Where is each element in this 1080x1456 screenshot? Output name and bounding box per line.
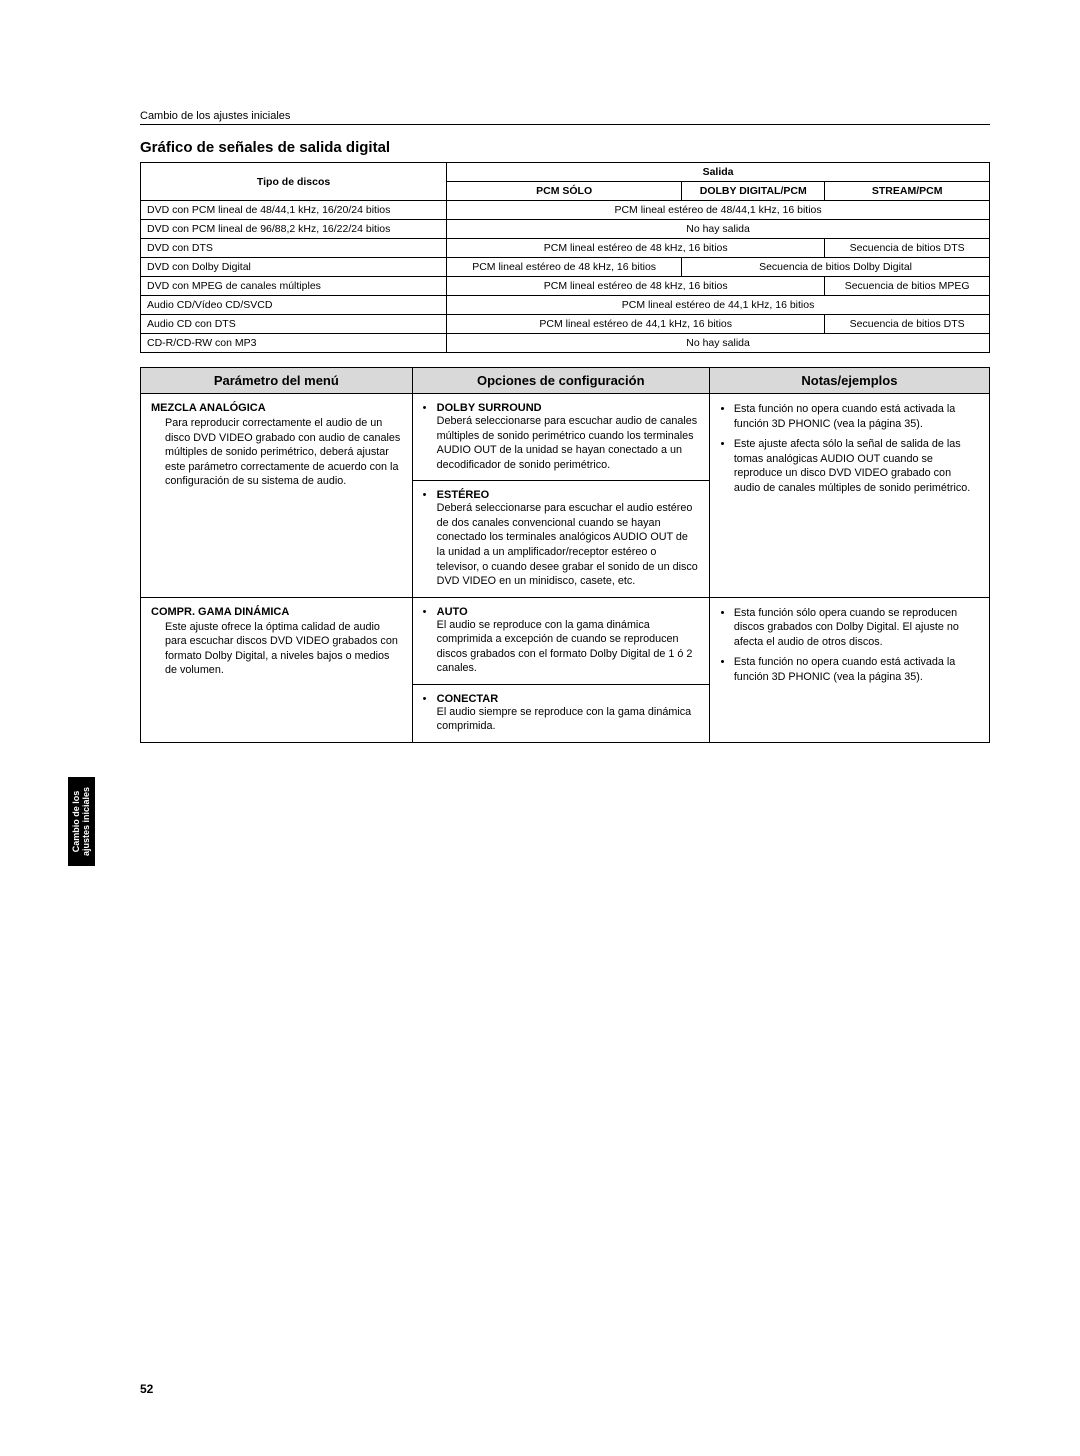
page-number: 52 — [140, 1382, 153, 1396]
col-dolby: DOLBY DIGITAL/PCM — [682, 182, 825, 201]
cell: Audio CD con DTS — [141, 315, 447, 334]
cell-notes: Esta función no opera cuando está activa… — [709, 394, 989, 598]
cell: PCM lineal estéreo de 48 kHz, 16 bitios — [447, 258, 682, 277]
table-row: Audio CD con DTS PCM lineal estéreo de 4… — [141, 315, 990, 334]
col-stream: STREAM/PCM — [825, 182, 990, 201]
cell: No hay salida — [447, 334, 990, 353]
cell: Secuencia de bitios DTS — [825, 239, 990, 258]
side-tab-line: ajustes iniciales — [81, 787, 91, 856]
option-desc: El audio siempre se reproduce con la gam… — [423, 705, 699, 734]
cell: PCM lineal estéreo de 48 kHz, 16 bitios — [447, 277, 825, 296]
table-row: DVD con MPEG de canales múltiples PCM li… — [141, 277, 990, 296]
signal-output-table: Tipo de discos Salida PCM SÓLO DOLBY DIG… — [140, 162, 990, 353]
table-row: Audio CD/Vídeo CD/SVCD PCM lineal estére… — [141, 296, 990, 315]
bullet-icon: • — [423, 489, 437, 501]
param-desc: Este ajuste ofrece la óptima calidad de … — [151, 620, 402, 678]
note-item: Este ajuste afecta sólo la señal de sali… — [734, 437, 979, 495]
bullet-icon: • — [423, 693, 437, 705]
col-tipo: Tipo de discos — [141, 163, 447, 201]
cell: DVD con PCM lineal de 48/44,1 kHz, 16/20… — [141, 201, 447, 220]
table-row: DVD con PCM lineal de 48/44,1 kHz, 16/20… — [141, 201, 990, 220]
option-desc: El audio se reproduce con la gama dinámi… — [423, 618, 699, 676]
option-title: CONECTAR — [437, 693, 499, 705]
cell: Audio CD/Vídeo CD/SVCD — [141, 296, 447, 315]
cell: PCM lineal estéreo de 44,1 kHz, 16 bitio… — [447, 315, 825, 334]
side-tab-line: Cambio de los — [71, 791, 81, 853]
col-notas: Notas/ejemplos — [709, 368, 989, 394]
section-title: Gráfico de señales de salida digital — [140, 139, 990, 156]
breadcrumb-header: Cambio de los ajustes iniciales — [140, 110, 990, 125]
cell: PCM lineal estéreo de 48 kHz, 16 bitios — [447, 239, 825, 258]
col-opciones: Opciones de configuración — [412, 368, 709, 394]
param-title: MEZCLA ANALÓGICA — [151, 402, 402, 414]
cell-option: •ESTÉREO Deberá seleccionarse para escuc… — [412, 481, 709, 597]
note-item: Esta función no opera cuando está activa… — [734, 655, 979, 684]
cell-option: •AUTO El audio se reproduce con la gama … — [412, 597, 709, 684]
cell: PCM lineal estéreo de 48/44,1 kHz, 16 bi… — [447, 201, 990, 220]
cell: DVD con Dolby Digital — [141, 258, 447, 277]
bullet-icon: • — [423, 402, 437, 414]
param-title: COMPR. GAMA DINÁMICA — [151, 606, 402, 618]
cell: No hay salida — [447, 220, 990, 239]
table-header-row: Tipo de discos Salida — [141, 163, 990, 182]
option-desc: Deberá seleccionarse para escuchar el au… — [423, 501, 699, 588]
table-row: DVD con PCM lineal de 96/88,2 kHz, 16/22… — [141, 220, 990, 239]
cell: PCM lineal estéreo de 44,1 kHz, 16 bitio… — [447, 296, 990, 315]
cell: DVD con MPEG de canales múltiples — [141, 277, 447, 296]
col-pcm-solo: PCM SÓLO — [447, 182, 682, 201]
cell-option: •CONECTAR El audio siempre se reproduce … — [412, 684, 709, 742]
cell: Secuencia de bitios DTS — [825, 315, 990, 334]
cell: DVD con DTS — [141, 239, 447, 258]
col-salida: Salida — [447, 163, 990, 182]
table-row: DVD con DTS PCM lineal estéreo de 48 kHz… — [141, 239, 990, 258]
table-row: MEZCLA ANALÓGICA Para reproducir correct… — [141, 394, 990, 481]
table-row: CD-R/CD-RW con MP3 No hay salida — [141, 334, 990, 353]
cell: Secuencia de bitios MPEG — [825, 277, 990, 296]
cell: DVD con PCM lineal de 96/88,2 kHz, 16/22… — [141, 220, 447, 239]
param-desc: Para reproducir correctamente el audio d… — [151, 416, 402, 489]
side-tab: Cambio de los ajustes iniciales — [68, 777, 95, 866]
option-title: AUTO — [437, 606, 468, 618]
cell-param: COMPR. GAMA DINÁMICA Este ajuste ofrece … — [141, 597, 413, 742]
option-desc: Deberá seleccionarse para escuchar audio… — [423, 414, 699, 472]
note-item: Esta función no opera cuando está activa… — [734, 402, 979, 431]
menu-parameters-table: Parámetro del menú Opciones de configura… — [140, 367, 990, 743]
cell-notes: Esta función sólo opera cuando se reprod… — [709, 597, 989, 742]
table-row: DVD con Dolby Digital PCM lineal estéreo… — [141, 258, 990, 277]
table-row: COMPR. GAMA DINÁMICA Este ajuste ofrece … — [141, 597, 990, 684]
bullet-icon: • — [423, 606, 437, 618]
cell: CD-R/CD-RW con MP3 — [141, 334, 447, 353]
col-parametro: Parámetro del menú — [141, 368, 413, 394]
table-header-row: Parámetro del menú Opciones de configura… — [141, 368, 990, 394]
cell-option: •DOLBY SURROUND Deberá seleccionarse par… — [412, 394, 709, 481]
note-item: Esta función sólo opera cuando se reprod… — [734, 606, 979, 650]
cell: Secuencia de bitios Dolby Digital — [682, 258, 990, 277]
option-title: DOLBY SURROUND — [437, 402, 542, 414]
cell-param: MEZCLA ANALÓGICA Para reproducir correct… — [141, 394, 413, 598]
option-title: ESTÉREO — [437, 489, 490, 501]
